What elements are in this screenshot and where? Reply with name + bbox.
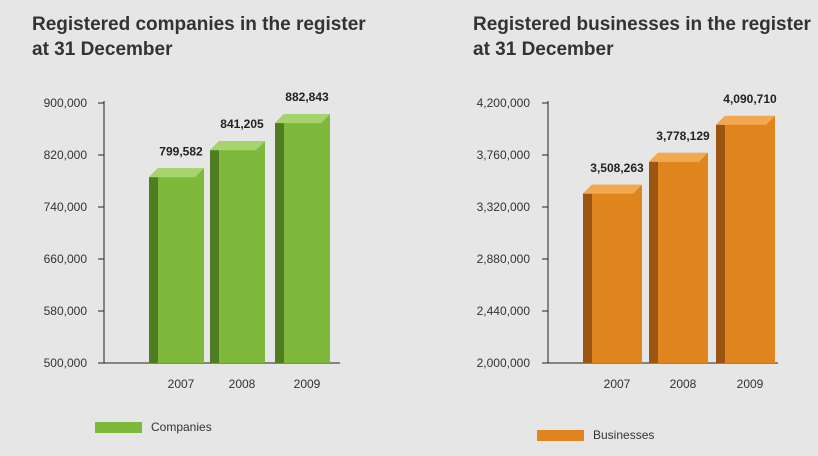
bar [658, 152, 708, 363]
bar [725, 115, 775, 363]
bar [219, 141, 265, 363]
x-category-label: 2008 [670, 377, 697, 391]
businesses-chart: 4,200,000 3,760,000 3,320,000 2,880,000 2,44… [477, 92, 778, 391]
data-label: 3,508,263 [590, 161, 644, 175]
y-tick-label: 500,000 [44, 356, 88, 370]
x-category-label: 2009 [737, 377, 764, 391]
bar [284, 114, 330, 364]
y-tick-label: 4,200,000 [477, 96, 531, 110]
data-label: 841,205 [220, 117, 264, 131]
legend: Companies [95, 420, 212, 434]
companies-chart: 900,000 820,000 740,000 660,000 580,000 500,0… [44, 90, 340, 391]
x-category-label: 2007 [604, 377, 631, 391]
y-tick-label: 2,440,000 [477, 304, 531, 318]
x-category-label: 2008 [229, 377, 256, 391]
y-tick-label: 580,000 [44, 304, 88, 318]
bar [592, 184, 642, 363]
y-tick-label: 2,880,000 [477, 252, 531, 266]
x-category-label: 2007 [168, 377, 195, 391]
legend-label: Businesses [593, 428, 655, 442]
data-label: 3,778,129 [656, 129, 710, 143]
y-tick-label: 3,760,000 [477, 148, 531, 162]
legend-label: Companies [151, 420, 212, 434]
businesses-chart-panel: Registered businesses in the register at… [440, 0, 818, 456]
y-tick-label: 660,000 [44, 252, 88, 266]
bar-top [716, 115, 775, 125]
bar-side [275, 114, 284, 364]
bar-top [649, 152, 708, 162]
data-label: 4,090,710 [723, 92, 777, 106]
bar-side [716, 115, 725, 363]
chart-title: Registered companies in the register at … [32, 14, 366, 60]
companies-chart-panel: Registered companies in the register at … [32, 14, 366, 434]
data-label: 882,843 [285, 90, 329, 104]
y-tick-label: 820,000 [44, 148, 88, 162]
bar-top [275, 114, 330, 124]
y-tick-label: 900,000 [44, 96, 88, 110]
bar-top [210, 141, 265, 151]
bar-side [583, 184, 592, 363]
legend: Businesses [537, 428, 654, 442]
x-category-label: 2009 [294, 377, 321, 391]
legend-swatch [95, 421, 142, 433]
y-tick-label: 3,320,000 [477, 200, 531, 214]
bar-top [149, 168, 204, 178]
bar-side [210, 141, 219, 363]
data-label: 799,582 [159, 144, 203, 158]
y-tick-label: 2,000,000 [477, 356, 531, 370]
bar-side [649, 152, 658, 363]
y-tick-label: 740,000 [44, 200, 88, 214]
bar-side [149, 168, 158, 363]
chart-title: Registered businesses in the register at… [473, 14, 811, 60]
bar [158, 168, 204, 363]
bar-top [583, 184, 642, 194]
legend-swatch [537, 429, 584, 441]
